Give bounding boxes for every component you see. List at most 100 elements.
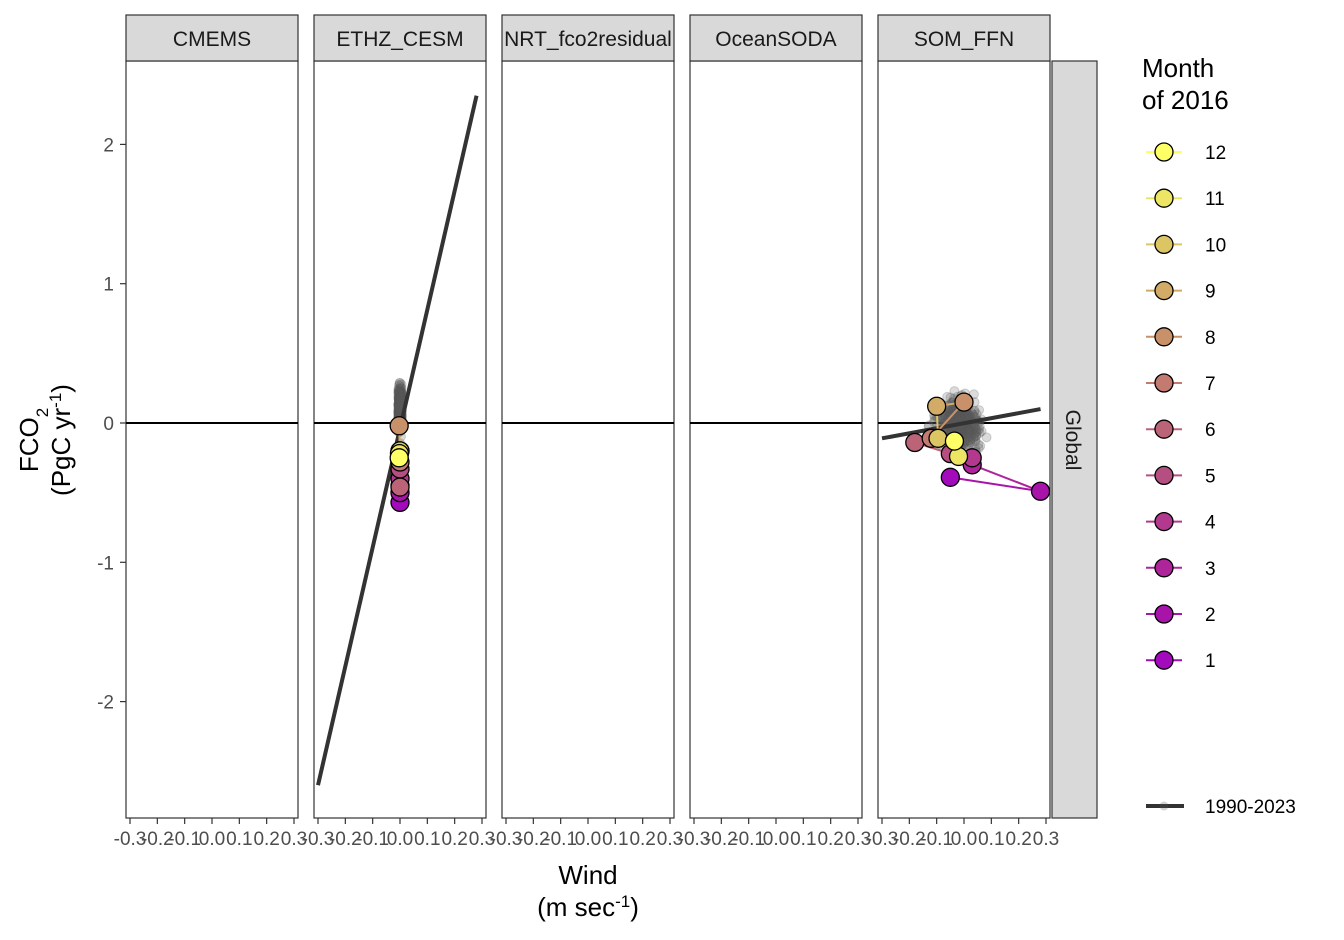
background-point xyxy=(395,387,406,398)
regression-line xyxy=(881,407,1041,441)
x-tick-label: -0.2 xyxy=(517,829,550,850)
x-tick-label: -0.1 xyxy=(920,829,953,850)
background-point xyxy=(943,411,954,422)
background-point xyxy=(394,396,405,407)
legend-item-month-1: 1 xyxy=(1146,650,1216,672)
background-point xyxy=(969,405,980,416)
background-point xyxy=(396,388,407,399)
legend-key-point xyxy=(1154,558,1174,578)
background-point xyxy=(945,392,956,403)
background-point xyxy=(394,383,405,394)
background-point xyxy=(954,411,965,422)
background-point xyxy=(964,435,975,446)
background-point xyxy=(394,396,405,407)
background-point xyxy=(393,400,404,411)
y-tick-label: -2 xyxy=(97,693,114,714)
background-point xyxy=(394,395,405,406)
background-point xyxy=(393,391,404,402)
background-point xyxy=(973,439,984,450)
background-point xyxy=(964,428,975,439)
facet-panels: CMEMS-0.3-0.2-0.10.0 0.1 0.2 0.3ETHZ_CESM-0… xyxy=(114,14,1059,850)
legend-label: 1 xyxy=(1205,651,1216,672)
x-tick-label: 0.2 xyxy=(441,829,467,850)
background-point xyxy=(965,437,976,448)
month-point-6 xyxy=(390,477,410,497)
background-point xyxy=(395,387,406,398)
x-axis-unit: (m sec-1) xyxy=(537,892,639,923)
background-point xyxy=(395,386,406,397)
background-point xyxy=(393,395,404,406)
background-point xyxy=(393,394,404,405)
panel-content xyxy=(314,95,486,786)
legend-item-month-12: 12 xyxy=(1146,142,1226,164)
background-point xyxy=(944,406,955,417)
legend: Month of 2016 12 11 10 9 8 7 6 5 4 3 2 1 1990-2023 xyxy=(1142,53,1296,818)
legend-label: 3 xyxy=(1205,559,1216,580)
month-point-2 xyxy=(1030,481,1050,501)
x-tick-label: -0.2 xyxy=(705,829,738,850)
background-point xyxy=(394,393,405,404)
strip-box xyxy=(689,14,863,62)
x-tick-label: 0.0 xyxy=(387,829,413,850)
x-tick-label: 0.2 xyxy=(1005,829,1031,850)
background-point xyxy=(394,386,405,397)
legend-label: 5 xyxy=(1205,466,1216,487)
x-tick-label: 0.3 xyxy=(469,829,495,850)
background-point xyxy=(394,395,405,406)
background-point xyxy=(962,426,973,437)
background-point xyxy=(393,400,404,411)
background-point xyxy=(394,393,405,404)
month-point-1 xyxy=(940,467,960,487)
legend-key-point xyxy=(1154,465,1174,486)
x-tick-label: -0.1 xyxy=(356,829,389,850)
background-point xyxy=(974,427,985,438)
x-tick-label: -0.3 xyxy=(678,829,711,850)
background-point xyxy=(393,398,404,409)
background-point xyxy=(396,383,407,394)
legend-line-label: 1990-2023 xyxy=(1205,797,1296,818)
x-tick-label: 0.0 xyxy=(575,829,601,850)
x-tick-label: -0.1 xyxy=(732,829,765,850)
legend-label: 10 xyxy=(1205,235,1226,256)
x-tick-label: 0.2 xyxy=(629,829,655,850)
x-tick-label: 0.1 xyxy=(790,829,816,850)
background-point xyxy=(963,425,974,436)
background-point xyxy=(394,394,405,405)
background-point xyxy=(393,394,404,405)
background-point xyxy=(393,398,404,409)
background-point xyxy=(394,388,405,399)
legend-key-point xyxy=(1154,142,1174,162)
facet-som_ffn: SOM_FFN -0.3-0.2-0.10.0 0.1 0.2 0.3 xyxy=(866,14,1059,850)
background-point xyxy=(943,411,954,422)
background-point xyxy=(944,410,955,421)
x-axis-nrt_fco2residual: -0.3-0.2-0.10.0 0.1 0.2 0.3 xyxy=(490,818,683,850)
x-tick-label: 0.2 xyxy=(817,829,843,850)
x-axis-ethz_cesm: -0.3-0.2-0.10.0 0.1 0.2 0.3 xyxy=(302,818,495,850)
legend-key-point xyxy=(1154,280,1174,301)
monthly-path-segment xyxy=(971,463,1041,493)
background-point xyxy=(962,411,973,422)
y-tick-label: -1 xyxy=(97,553,114,574)
background-point xyxy=(393,391,404,402)
legend-key-point xyxy=(1154,604,1174,624)
background-point xyxy=(975,440,986,451)
background-point xyxy=(394,392,405,403)
background-point xyxy=(393,385,404,396)
background-point xyxy=(394,395,405,406)
month-point-6 xyxy=(905,432,925,453)
x-axis-cmems: -0.3-0.2-0.10.0 0.1 0.2 0.3 xyxy=(114,818,307,850)
background-point xyxy=(394,392,405,403)
background-point xyxy=(395,388,406,399)
background-point xyxy=(954,412,965,423)
background-point xyxy=(393,385,404,396)
background-point xyxy=(395,383,406,394)
legend-label: 7 xyxy=(1205,374,1216,395)
background-point xyxy=(969,406,980,417)
y-axis-unit: (PgC yr-1) xyxy=(46,384,77,496)
background-point xyxy=(393,399,404,410)
x-tick-label: 0.1 xyxy=(414,829,440,850)
month-point-12 xyxy=(944,431,965,451)
background-point xyxy=(393,387,404,398)
background-point xyxy=(970,423,981,434)
